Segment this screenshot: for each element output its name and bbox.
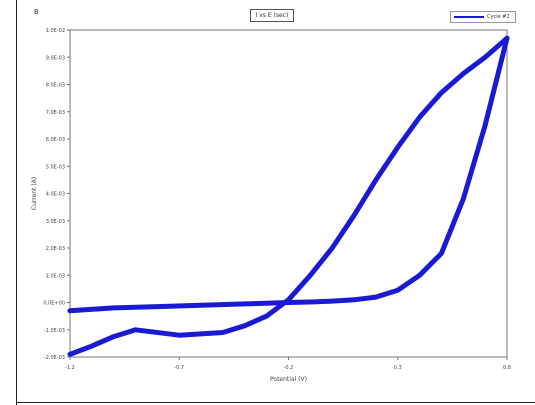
left-border [16,0,17,405]
legend-swatch [454,16,484,18]
y-tick-label: -2.0E-03 [44,355,65,361]
y-axis-label: Current (A) [31,177,38,210]
y-tick-label: 2.0E-03 [46,246,65,252]
x-tick-label: -0.7 [174,365,184,371]
y-tick-label: 3.0E-03 [46,219,65,225]
chart-title: I vs E (sec) [250,9,294,22]
y-tick-label: 7.0E-03 [46,110,65,116]
y-tick-label: 9.0E-03 [46,55,65,61]
x-tick-label: -0.2 [284,365,294,371]
y-tick-label: 5.0E-03 [46,164,65,170]
x-tick-label: 0.8 [503,365,511,371]
series-cycle-2-reverse [67,35,510,357]
y-tick-label: 1.0E-03 [46,273,65,279]
legend-entry: Cycle #2 [487,14,510,20]
x-tick-label: 0.3 [394,365,402,371]
y-tick-label: 1.0E-02 [46,28,65,34]
series-cycle-2-forward [67,35,510,314]
panel-label: B [34,8,39,16]
x-axis-label: Potential (V) [270,376,307,383]
legend: Cycle #2 [450,11,516,23]
y-tick-label: 4.0E-03 [46,192,65,198]
bottom-border [16,402,535,403]
y-tick-label: 0.0E+00 [43,301,65,307]
y-tick-label: 6.0E-03 [46,137,65,143]
y-tick-label: -1.0E-03 [44,328,65,334]
y-tick-label: 8.0E-03 [46,83,65,89]
x-tick-label: -1.2 [65,365,75,371]
